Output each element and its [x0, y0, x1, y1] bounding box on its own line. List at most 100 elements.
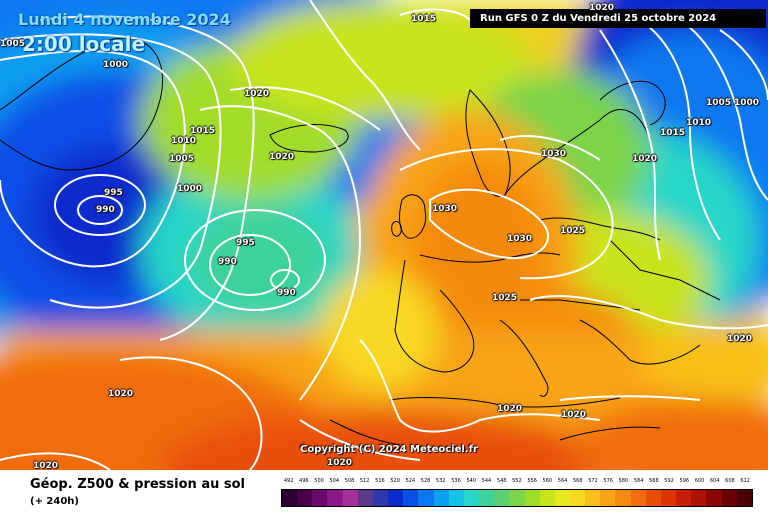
scale-value-label: 604 [709, 478, 720, 484]
scale-value-label: 576 [603, 478, 613, 484]
pressure-label: 1005 [706, 98, 732, 108]
scale-labels: 492 496 500 504 508 512 516 520 524 528 532 536 540 5… [281, 478, 753, 488]
pressure-label: 1030 [432, 204, 458, 214]
weather-map: Lundi 4 novembre 2024 2:00 locale Run GF… [0, 0, 768, 470]
scale-value-label: 532 [436, 478, 446, 484]
scale-color-cell [660, 490, 677, 506]
isobars [0, 0, 768, 470]
scale-color-cell [600, 490, 616, 506]
scale-color-cell [433, 490, 449, 506]
pressure-label: 1005 [169, 154, 195, 164]
pressure-label: 1000 [103, 60, 129, 70]
scale-color-cell [585, 490, 601, 506]
scale-value-label: 592 [664, 478, 674, 484]
scale-color-cell [554, 490, 570, 506]
pressure-label: 1010 [686, 118, 712, 128]
pressure-label: 1020 [269, 152, 295, 162]
scale-color-cell [615, 490, 631, 506]
scale-color-cell [630, 490, 646, 506]
scale-value-label: 556 [527, 478, 537, 484]
scale-value-label: 500 [314, 478, 324, 484]
scale-color-cell [645, 490, 661, 506]
pressure-label: 1020 [33, 461, 59, 470]
pressure-label: 1020 [244, 89, 270, 99]
pressure-label: 1000 [177, 184, 203, 194]
scale-color-cell [676, 490, 692, 506]
scale-value-label: 612 [740, 478, 750, 484]
scale-cells [281, 489, 753, 507]
pressure-label: 1020 [327, 458, 353, 468]
color-scale-legend: 492 496 500 504 508 512 516 520 524 528 532 536 540 5… [281, 478, 753, 508]
scale-value-label: 588 [649, 478, 659, 484]
pressure-label: 1005 [0, 39, 26, 49]
geopotential-field [0, 0, 768, 470]
scale-value-label: 580 [618, 478, 629, 484]
scale-value-label: 504 [329, 478, 340, 484]
scale-color-cell [509, 490, 525, 506]
product-title: Géop. Z500 & pression au sol [30, 477, 245, 492]
scale-value-label: 608 [725, 478, 735, 484]
scale-value-label: 552 [512, 478, 522, 484]
scale-color-cell [357, 490, 373, 506]
pressure-label: 1020 [108, 389, 134, 399]
pressure-label: 1020 [561, 410, 587, 420]
scale-color-cell [418, 490, 434, 506]
scale-color-cell [463, 490, 480, 506]
scale-value-label: 508 [344, 478, 355, 484]
footer: Géop. Z500 & pression au sol (+ 240h) 49… [0, 470, 768, 512]
scale-color-cell [494, 490, 510, 506]
lead-time: (+ 240h) [30, 496, 79, 507]
scale-color-cell [388, 490, 404, 506]
scale-value-label: 564 [557, 478, 568, 484]
scale-value-label: 572 [588, 478, 598, 484]
pressure-label: 1025 [492, 293, 518, 303]
scale-value-label: 544 [481, 478, 492, 484]
pressure-label: 995 [236, 238, 255, 248]
scale-color-cell [736, 490, 752, 506]
pressure-label: 1015 [190, 126, 216, 136]
pressure-label: 1020 [727, 334, 753, 344]
run-info: Run GFS 0 Z du Vendredi 25 octobre 2024 [470, 9, 766, 28]
pressure-label: 1015 [411, 14, 437, 24]
scale-value-label: 496 [299, 478, 309, 484]
scale-value-label: 600 [694, 478, 705, 484]
scale-value-label: 540 [466, 478, 476, 484]
scale-color-cell [312, 490, 328, 506]
scale-value-label: 596 [679, 478, 690, 484]
scale-color-cell [342, 490, 358, 506]
scale-value-label: 584 [633, 478, 644, 484]
scale-color-cell [327, 490, 343, 506]
scale-color-cell [706, 490, 722, 506]
scale-value-label: 568 [572, 478, 583, 484]
scale-color-cell [297, 490, 313, 506]
scale-value-label: 560 [542, 478, 553, 484]
scale-color-cell [721, 490, 737, 506]
scale-color-cell [524, 490, 540, 506]
coastlines [0, 37, 721, 446]
scale-value-label: 516 [375, 478, 385, 484]
forecast-time: 2:00 locale [22, 32, 146, 56]
scale-value-label: 524 [405, 478, 416, 484]
pressure-label: 1020 [497, 404, 523, 414]
scale-value-label: 512 [359, 478, 370, 484]
pressure-label: 990 [218, 257, 237, 267]
scale-color-cell [691, 490, 707, 506]
scale-value-label: 528 [420, 478, 431, 484]
scale-value-label: 520 [390, 478, 400, 484]
scale-color-cell [479, 490, 495, 506]
pressure-label: 990 [96, 205, 115, 215]
pressure-label: 995 [104, 188, 123, 198]
scale-color-cell [282, 490, 298, 506]
scale-value-label: 548 [496, 478, 507, 484]
scale-value-label: 536 [451, 478, 461, 484]
pressure-label: 1000 [734, 98, 760, 108]
pressure-label: 990 [277, 288, 296, 298]
pressure-label: 1020 [632, 154, 658, 164]
pressure-label: 1030 [507, 234, 533, 244]
pressure-label: 1020 [589, 3, 615, 13]
scale-color-cell [403, 490, 419, 506]
scale-value-label: 492 [283, 478, 294, 484]
forecast-date: Lundi 4 novembre 2024 [18, 10, 231, 29]
pressure-label: 1030 [541, 149, 567, 159]
pressure-label: 1015 [660, 128, 686, 138]
